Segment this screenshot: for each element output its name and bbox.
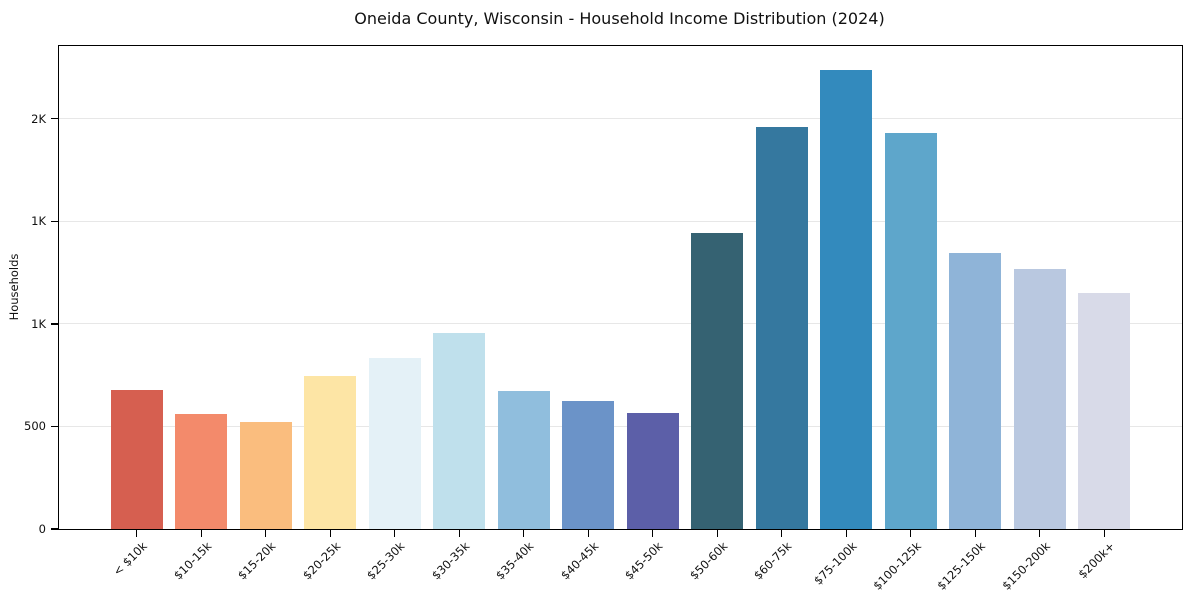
x-tick-mark <box>523 530 525 538</box>
bar-$100-125k <box>884 133 937 529</box>
chart-title: Oneida County, Wisconsin - Household Inc… <box>354 9 885 28</box>
x-tick-label: $60-75k <box>751 539 795 583</box>
x-tick-mark <box>781 530 783 538</box>
y-tick-mark <box>50 118 58 120</box>
y-tick-label: 1K <box>31 316 46 331</box>
x-tick-mark <box>458 530 460 538</box>
bar-$200k+ <box>1078 293 1131 529</box>
y-tick-label: 0 <box>38 522 46 536</box>
x-tick-label: $25-30k <box>364 539 408 583</box>
x-tick-label: $75-100k <box>810 539 860 588</box>
x-tick-label: $125-150k <box>934 539 989 590</box>
bar-$40-45k <box>562 400 615 529</box>
bar-$75-100k <box>820 69 873 529</box>
bar-$30-35k <box>433 333 486 529</box>
x-tick-mark <box>1103 530 1105 538</box>
y-tick-label: 2K <box>31 111 46 126</box>
x-tick-label: $10-15k <box>170 539 215 583</box>
y-tick-mark <box>50 220 58 222</box>
x-tick-mark <box>329 530 331 538</box>
x-tick-label: < $10k <box>110 539 150 579</box>
x-tick-mark <box>974 530 976 538</box>
gridline <box>59 323 1182 325</box>
x-tick-label: $100-125k <box>869 539 924 590</box>
x-tick-label: $50-60k <box>686 539 731 583</box>
bar-$15-20k <box>239 422 292 529</box>
x-tick-mark <box>265 530 267 538</box>
x-tick-label: $20-25k <box>299 539 344 583</box>
x-tick-mark <box>845 530 847 538</box>
x-tick-mark <box>1039 530 1041 538</box>
gridline <box>59 118 1182 120</box>
bar-$10-15k <box>175 414 228 529</box>
bar-$60-75k <box>755 127 808 529</box>
x-tick-mark <box>587 530 589 538</box>
y-tick-mark <box>50 323 58 325</box>
y-tick-mark <box>50 425 58 428</box>
bar-$25-30k <box>368 357 421 529</box>
x-tick-mark <box>652 530 654 538</box>
x-tick-label: $35-40k <box>493 539 537 583</box>
x-tick-label: $30-35k <box>428 539 473 583</box>
bar-$20-25k <box>304 376 357 529</box>
bar-$150-200k <box>1013 268 1066 529</box>
bar-$50-60k <box>691 232 744 529</box>
bar-$45-50k <box>626 413 679 529</box>
plot-area: 0 500 1K 1K 2K < $10k $10-15k $15-20k $20-25k $25… <box>24 45 1183 590</box>
bar-< $10k <box>110 389 163 529</box>
x-tick-label: $40-45k <box>557 539 602 583</box>
x-tick-mark <box>394 530 396 538</box>
x-tick-mark <box>716 530 718 538</box>
bar-$125-150k <box>949 253 1002 529</box>
x-tick-mark <box>910 530 912 538</box>
x-tick-label: $150-200k <box>998 539 1053 590</box>
y-tick-label: 1K <box>31 214 46 229</box>
y-axis-label: Households <box>7 253 21 320</box>
x-tick-label: $15-20k <box>235 539 279 583</box>
gridline <box>59 220 1182 222</box>
x-tick-label: $200k+ <box>1075 539 1118 582</box>
gridline <box>59 425 1182 427</box>
x-tick-mark <box>200 530 202 538</box>
y-tick-label: 500 <box>24 419 46 434</box>
x-tick-mark <box>136 530 138 538</box>
y-tick-mark <box>50 528 58 530</box>
bar-$35-40k <box>497 390 550 529</box>
x-tick-label: $45-50k <box>622 539 666 583</box>
